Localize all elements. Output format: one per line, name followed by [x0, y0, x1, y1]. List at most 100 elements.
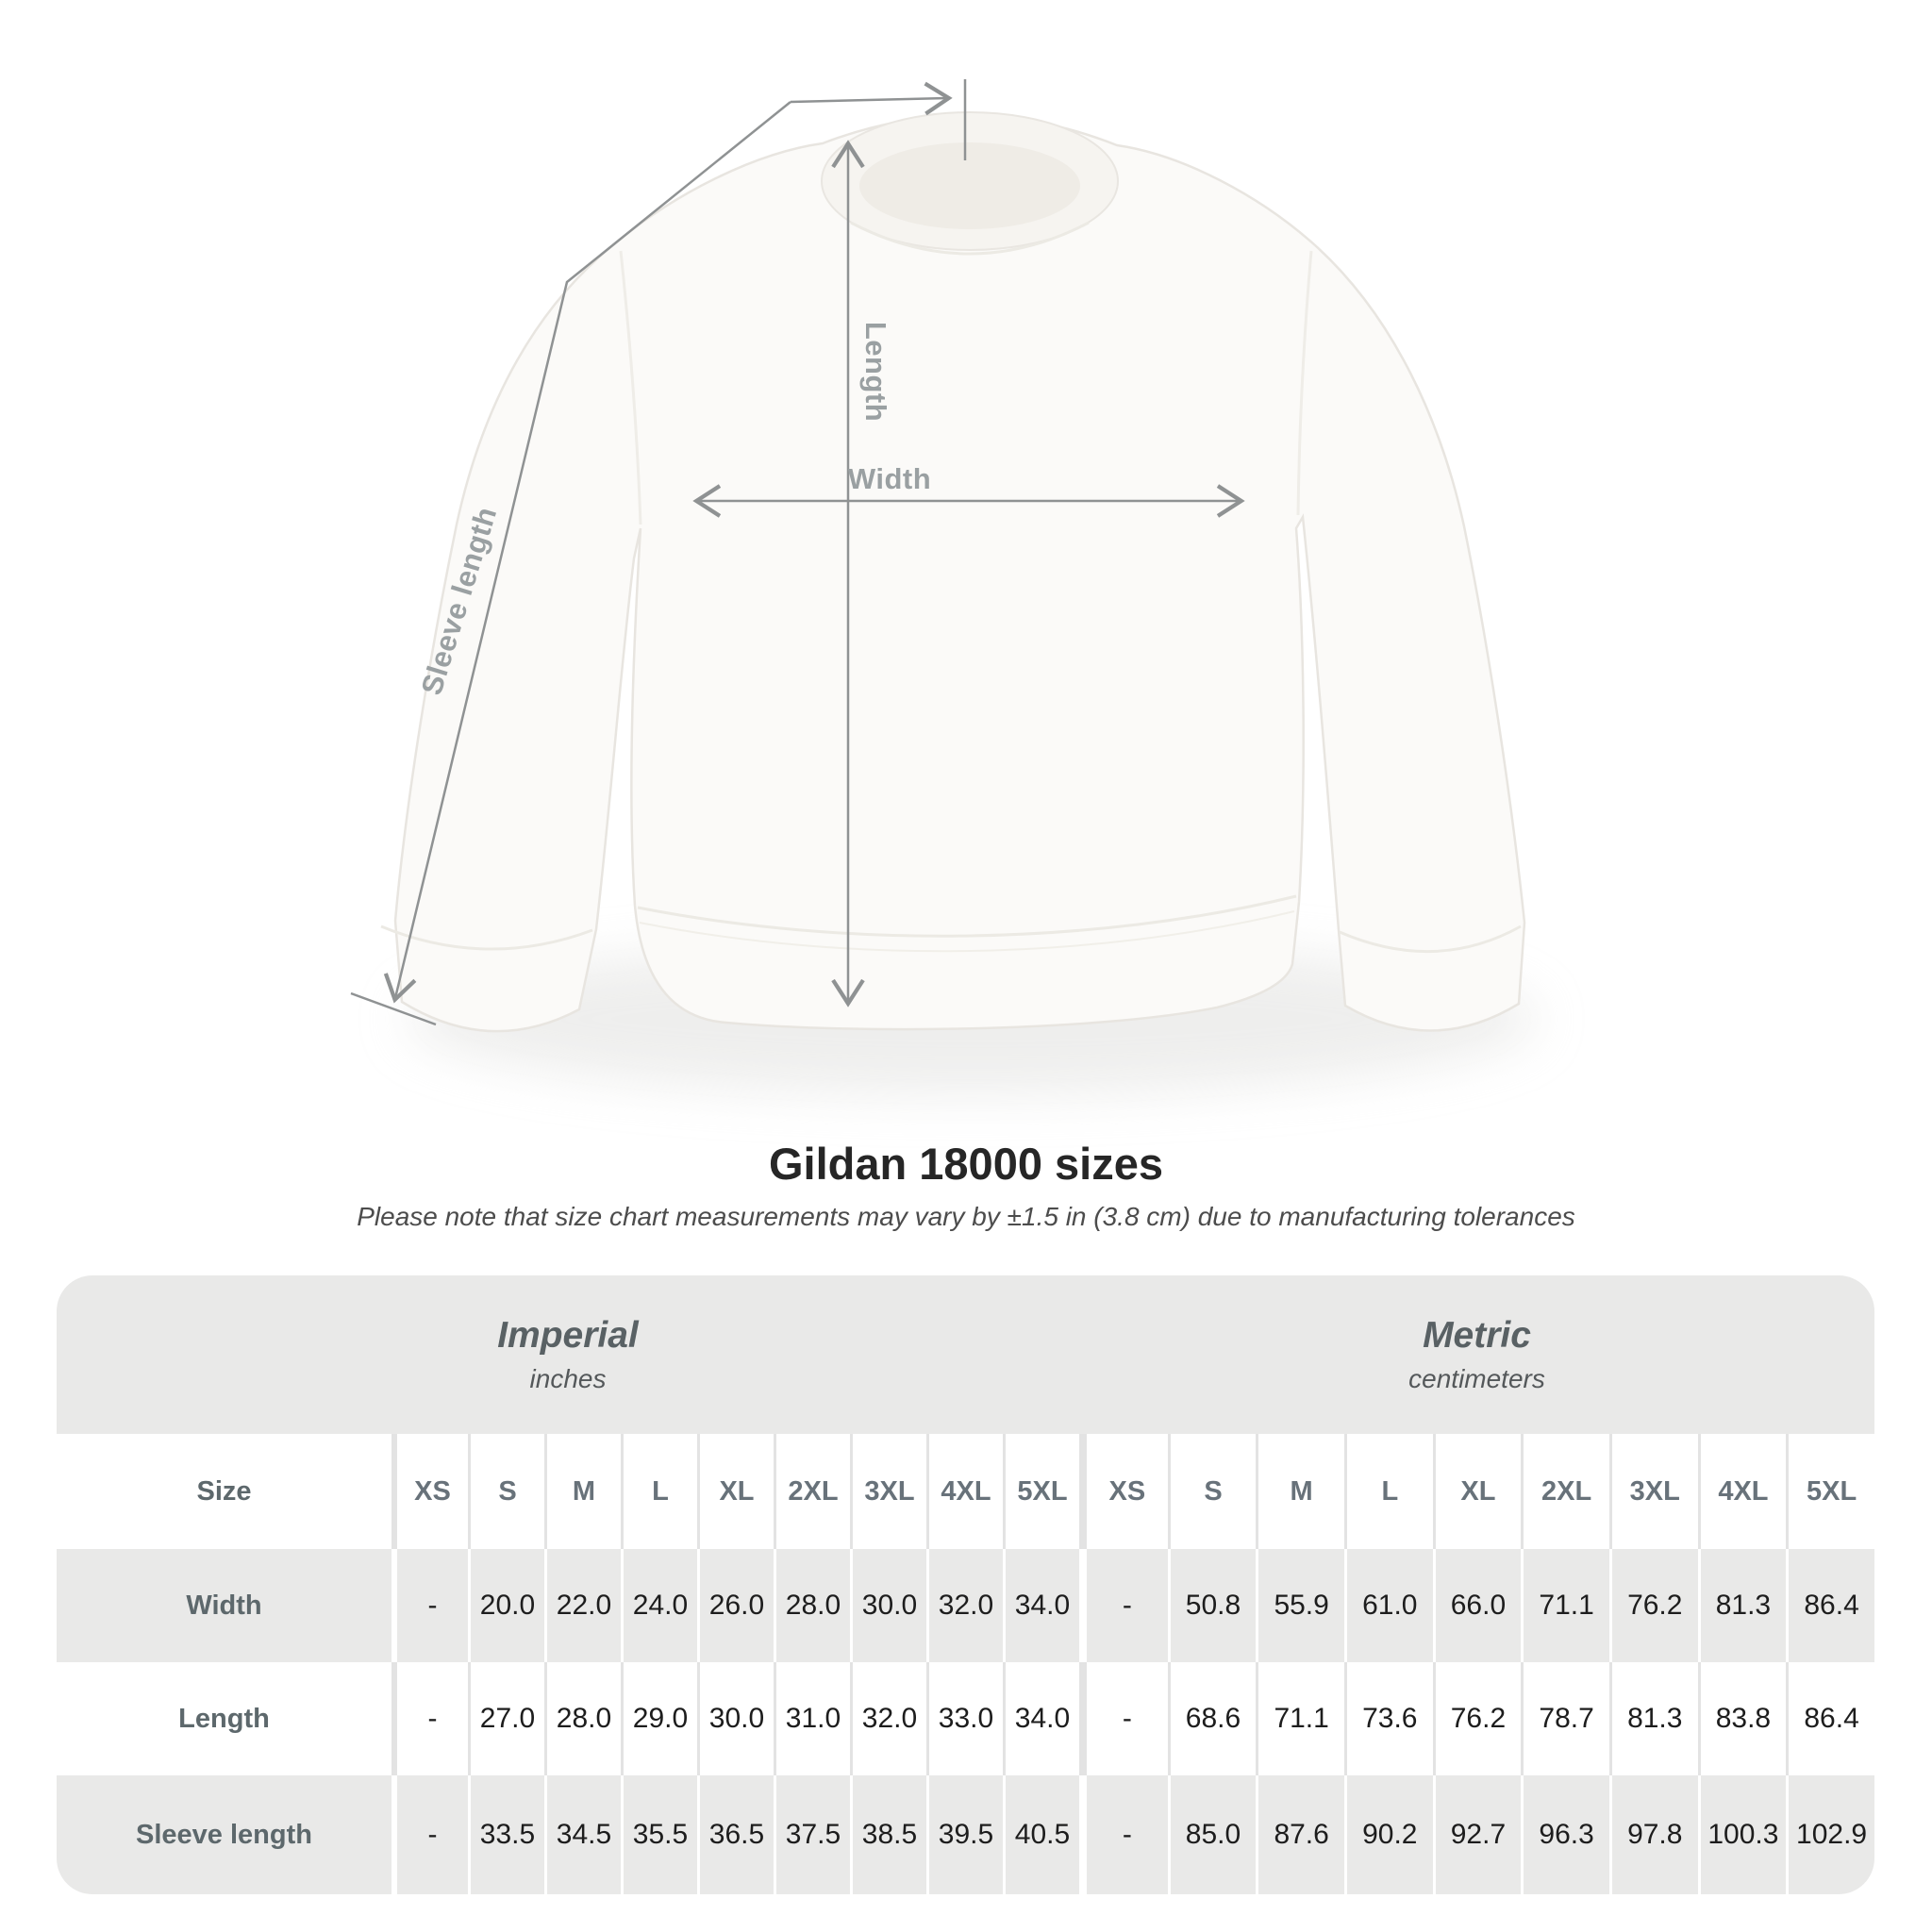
right-shoulder-seam [1296, 250, 1313, 516]
metric-value: 55.9 [1256, 1549, 1344, 1662]
metric-value: 102.9 [1786, 1775, 1874, 1894]
row-label: Length [178, 1703, 270, 1734]
tolerance-note: Please note that size chart measurements… [357, 1202, 1575, 1231]
imperial-value: 34.5 [544, 1775, 621, 1894]
imperial-value: 40.5 [1003, 1775, 1079, 1894]
metric-value: 86.4 [1786, 1662, 1874, 1775]
imperial-value: 31.0 [774, 1662, 850, 1775]
row-label: Sleeve length [136, 1819, 312, 1850]
metric-value: 81.3 [1697, 1549, 1787, 1662]
imperial-value: - [391, 1549, 468, 1662]
metric-value: 85.0 [1167, 1775, 1257, 1894]
size-header-row: Size XS S M L XL 2XL 3XL 4XL 5XL XS S M L XL 2XL 3XL 4XL 5… [57, 1434, 1874, 1549]
metric-size-header: XL [1432, 1434, 1522, 1549]
imperial-section-title: Imperial [497, 1315, 639, 1356]
metric-value: 90.2 [1343, 1775, 1433, 1894]
length-measure-label: Length [859, 321, 892, 423]
shoulder-extension-line [790, 81, 953, 116]
imperial-value: 34.0 [1003, 1662, 1079, 1775]
imperial-value: 37.5 [774, 1775, 850, 1894]
metric-size-header: M [1256, 1434, 1344, 1549]
metric-value: 81.3 [1608, 1662, 1698, 1775]
imperial-value: - [391, 1662, 468, 1775]
table-row-length: Length -27.0 28.0 29.0 30.0 31.0 32.0 33.0 34.0-… [57, 1662, 1874, 1775]
imperial-size-header: XL [697, 1434, 774, 1549]
size-table: Imperial inches Metric centimeters Size X… [57, 1275, 1874, 1894]
metric-section-unit: centimeters [1408, 1364, 1545, 1393]
imperial-section-unit: inches [529, 1364, 607, 1393]
metric-size-header: XS [1079, 1434, 1168, 1549]
metric-value: - [1079, 1662, 1168, 1775]
imperial-value: 38.5 [850, 1775, 926, 1894]
imperial-value: 32.0 [926, 1549, 1003, 1662]
imperial-value: - [391, 1775, 468, 1894]
imperial-size-header: M [544, 1434, 621, 1549]
hem-seam-2 [639, 910, 1295, 953]
metric-value: 61.0 [1343, 1549, 1433, 1662]
imperial-value: 26.0 [697, 1549, 774, 1662]
metric-section-title: Metric [1423, 1315, 1531, 1356]
metric-section-header: Metric centimeters [1079, 1275, 1874, 1434]
sweatshirt-illustration [350, 79, 1538, 1094]
imperial-value: 36.5 [697, 1775, 774, 1894]
imperial-size-header: 4XL [926, 1434, 1003, 1549]
left-shoulder-seam [619, 250, 642, 525]
metric-value: 73.6 [1343, 1662, 1433, 1775]
unit-section-header: Imperial inches Metric centimeters [57, 1275, 1874, 1434]
imperial-size-header: 5XL [1003, 1434, 1079, 1549]
imperial-value: 22.0 [544, 1549, 621, 1662]
size-corner-header: Size [196, 1475, 252, 1507]
right-cuff-seam [1339, 924, 1522, 954]
imperial-size-header: S [468, 1434, 544, 1549]
metric-size-header: S [1167, 1434, 1257, 1549]
imperial-size-header: L [621, 1434, 697, 1549]
imperial-value: 20.0 [468, 1549, 544, 1662]
row-label: Width [186, 1590, 262, 1621]
metric-size-header: 5XL [1786, 1434, 1874, 1549]
imperial-value: 30.0 [850, 1549, 926, 1662]
metric-value: 92.7 [1432, 1775, 1522, 1894]
metric-value: 83.8 [1697, 1662, 1787, 1775]
metric-value: 71.1 [1256, 1662, 1344, 1775]
metric-value: 100.3 [1697, 1775, 1787, 1894]
imperial-value: 29.0 [621, 1662, 697, 1775]
imperial-size-header: XS [391, 1434, 468, 1549]
imperial-size-header: 2XL [774, 1434, 850, 1549]
hem-seam [637, 894, 1297, 938]
left-cuff-seam [380, 924, 593, 951]
table-row-sleeve-length: Sleeve length -33.5 34.5 35.5 36.5 37.5 38.5 39… [57, 1775, 1874, 1894]
metric-size-header: 4XL [1697, 1434, 1787, 1549]
imperial-value: 35.5 [621, 1775, 697, 1894]
imperial-value: 27.0 [468, 1662, 544, 1775]
sleeve-measure-line [383, 101, 791, 1004]
sweatshirt-diagram: Length Width Sleeve length [350, 79, 1538, 1094]
collar-seam [850, 221, 1090, 256]
metric-value: 68.6 [1167, 1662, 1257, 1775]
imperial-value: 33.5 [468, 1775, 544, 1894]
metric-value: 76.2 [1608, 1549, 1698, 1662]
metric-value: - [1079, 1775, 1168, 1894]
imperial-size-header: 3XL [850, 1434, 926, 1549]
metric-value: 87.6 [1256, 1775, 1344, 1894]
imperial-value: 34.0 [1003, 1549, 1079, 1662]
imperial-value: 39.5 [926, 1775, 1003, 1894]
metric-size-header: L [1343, 1434, 1433, 1549]
metric-value: 78.7 [1521, 1662, 1609, 1775]
metric-value: 71.1 [1521, 1549, 1609, 1662]
imperial-section-header: Imperial inches [57, 1275, 1079, 1434]
metric-value: 86.4 [1786, 1549, 1874, 1662]
imperial-value: 24.0 [621, 1549, 697, 1662]
metric-value: 76.2 [1432, 1662, 1522, 1775]
width-measure-label: Width [847, 462, 932, 495]
metric-value: 50.8 [1167, 1549, 1257, 1662]
collar-inner [859, 142, 1080, 229]
imperial-value: 28.0 [774, 1549, 850, 1662]
imperial-value: 30.0 [697, 1662, 774, 1775]
table-row-width: Width -20.0 22.0 24.0 26.0 28.0 30.0 32.0 34.0-5… [57, 1549, 1874, 1662]
metric-value: 97.8 [1608, 1775, 1698, 1894]
imperial-value: 33.0 [926, 1662, 1003, 1775]
metric-value: 96.3 [1521, 1775, 1609, 1894]
page-title: Gildan 18000 sizes [768, 1139, 1164, 1189]
imperial-value: 32.0 [850, 1662, 926, 1775]
